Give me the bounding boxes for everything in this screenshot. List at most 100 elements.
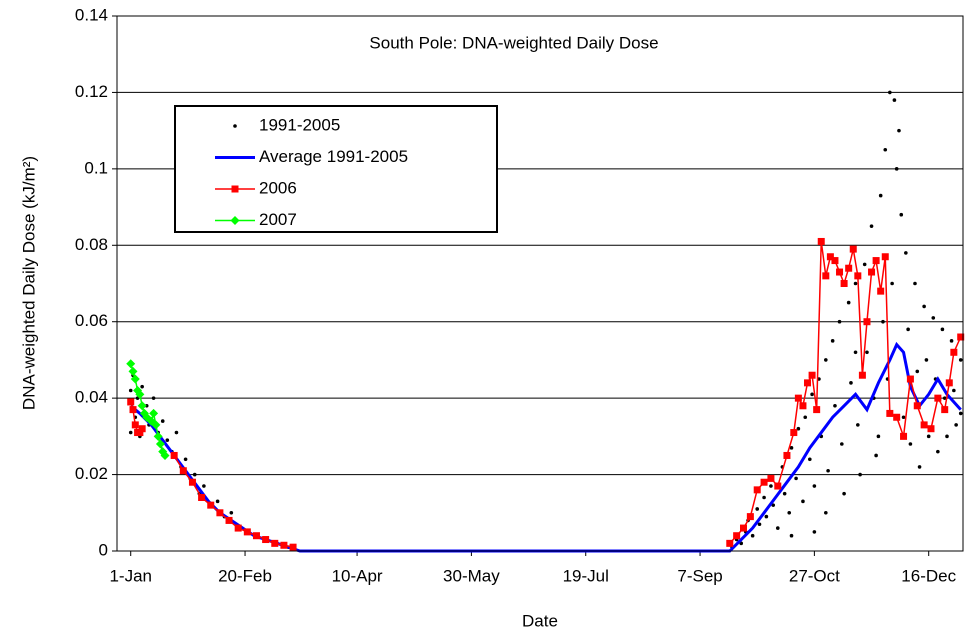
x-tick-label: 1-Jan xyxy=(109,566,152,585)
point xyxy=(787,510,792,515)
point xyxy=(231,185,239,193)
point xyxy=(138,425,146,433)
point xyxy=(755,507,760,511)
point xyxy=(950,348,958,356)
point xyxy=(789,533,794,538)
point xyxy=(746,513,754,521)
point xyxy=(862,262,867,267)
point xyxy=(129,406,137,414)
point xyxy=(890,281,894,286)
point xyxy=(926,434,931,439)
point xyxy=(941,406,949,414)
point xyxy=(958,411,963,416)
point xyxy=(207,501,215,509)
point xyxy=(906,375,914,383)
point xyxy=(893,413,901,421)
point xyxy=(810,392,814,397)
point xyxy=(174,430,179,435)
point xyxy=(135,389,145,399)
point xyxy=(826,253,834,261)
point xyxy=(762,495,766,500)
point xyxy=(957,333,965,341)
point xyxy=(144,403,149,408)
point xyxy=(808,371,816,379)
y-axis-label: DNA-weighted Daily Dose (kJ/m²) xyxy=(19,156,38,410)
y-tick-label: 0.04 xyxy=(75,388,108,407)
point xyxy=(837,319,842,324)
point xyxy=(865,350,869,355)
legend-box xyxy=(174,105,498,233)
point xyxy=(804,379,812,387)
point xyxy=(952,388,956,393)
point xyxy=(958,358,963,362)
point xyxy=(136,429,144,437)
point xyxy=(858,472,862,477)
point xyxy=(931,316,936,320)
point xyxy=(856,423,860,427)
y-tick-label: 0.08 xyxy=(75,235,108,254)
point xyxy=(808,457,812,462)
point xyxy=(739,524,747,532)
x-axis-label: Date xyxy=(522,611,558,630)
point xyxy=(869,224,874,228)
point xyxy=(858,371,866,379)
y-tick-label: 0.12 xyxy=(75,82,108,101)
x-tick-label: 7-Sep xyxy=(677,566,722,585)
point xyxy=(137,401,147,411)
point xyxy=(881,253,889,261)
point xyxy=(842,491,846,496)
point xyxy=(878,193,883,198)
point xyxy=(899,212,904,217)
point xyxy=(202,484,206,488)
x-tick-label: 10-Apr xyxy=(332,566,383,585)
point xyxy=(155,439,165,449)
legend-label: 1991-2005 xyxy=(259,115,340,134)
point xyxy=(130,374,140,384)
point xyxy=(775,526,780,530)
point xyxy=(140,384,144,389)
point xyxy=(782,491,787,496)
point xyxy=(840,442,844,446)
point xyxy=(126,359,136,369)
point xyxy=(863,318,871,326)
point xyxy=(192,472,197,477)
point xyxy=(924,358,929,362)
point xyxy=(280,541,288,549)
point xyxy=(883,147,888,152)
point xyxy=(179,467,187,475)
point xyxy=(160,419,165,423)
point xyxy=(831,257,839,265)
legend-label: 2007 xyxy=(259,210,297,229)
point xyxy=(826,468,830,473)
point xyxy=(886,409,894,417)
point xyxy=(252,532,260,540)
point xyxy=(794,394,802,402)
point xyxy=(769,484,773,488)
point xyxy=(845,264,853,272)
point xyxy=(225,516,233,524)
x-tick-label: 16-Dec xyxy=(901,566,956,585)
point xyxy=(942,396,947,400)
point xyxy=(233,124,237,128)
point xyxy=(289,543,297,551)
point xyxy=(216,509,224,517)
plot-border xyxy=(116,15,964,552)
point xyxy=(813,406,821,414)
y-tick-label: 0.02 xyxy=(75,464,108,483)
point xyxy=(849,381,853,385)
point xyxy=(853,281,858,286)
point xyxy=(726,539,734,547)
point xyxy=(874,453,878,458)
point xyxy=(183,457,188,462)
point xyxy=(833,403,837,408)
point xyxy=(901,415,906,420)
point xyxy=(789,446,794,450)
point xyxy=(897,128,901,133)
point xyxy=(876,434,881,439)
point xyxy=(824,510,828,515)
x-tick-label: 20-Feb xyxy=(218,566,272,585)
point xyxy=(128,388,133,393)
point xyxy=(849,245,857,253)
point xyxy=(822,272,830,280)
x-tick-label: 19-Jul xyxy=(563,566,609,585)
